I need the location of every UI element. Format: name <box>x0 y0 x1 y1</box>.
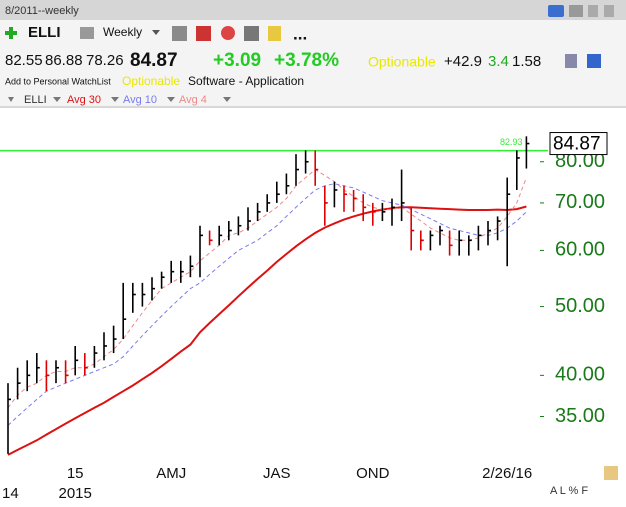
quote-change: +3.09 <box>213 50 261 71</box>
timeframe[interactable]: Weekly <box>103 25 142 39</box>
industry: Software - Application <box>188 74 304 88</box>
year-label: 14 <box>2 485 19 502</box>
last-price-label: 84.87 <box>553 134 601 155</box>
moving-average <box>7 205 527 456</box>
icon[interactable] <box>268 26 281 41</box>
quote-change-pct: +3.78% <box>274 50 339 71</box>
add-icon[interactable] <box>5 27 17 39</box>
y-tick-label: 35.00 <box>555 405 605 427</box>
legend-dropdown <box>167 97 175 102</box>
quote-low: 78.26 <box>86 52 124 69</box>
view-buttons[interactable]: A L % F <box>550 485 588 497</box>
toolbar-area <box>0 20 626 108</box>
legend-entry: Avg 4 <box>179 94 207 106</box>
legend-entry: Avg 10 <box>123 94 157 106</box>
stat: 1.58 <box>512 53 541 70</box>
moving-average <box>7 183 527 426</box>
icon[interactable] <box>80 27 94 39</box>
x-tick-label: AMJ <box>156 465 186 482</box>
icon[interactable] <box>196 26 211 41</box>
more-button[interactable]: ... <box>293 24 307 43</box>
tv-button[interactable] <box>569 5 583 17</box>
watchlist-link[interactable]: Add to Personal WatchList <box>5 76 111 86</box>
x-tick-label: 2/26/16 <box>482 465 532 482</box>
legend-dropdown <box>223 97 231 102</box>
optionable: Optionable <box>368 54 436 70</box>
draw-icon[interactable] <box>604 466 618 480</box>
save-icon[interactable] <box>587 54 601 68</box>
sv-button[interactable] <box>548 5 564 17</box>
legend-entry: Avg 30 <box>67 94 101 106</box>
y-tick-label: 60.00 <box>555 239 605 261</box>
legend: ELLI Avg 30 Avg 10 Avg 4 <box>8 94 231 106</box>
quote-open: 82.55 <box>5 52 43 69</box>
icon[interactable] <box>565 54 577 68</box>
y-tick-label: 80.00 <box>555 150 605 172</box>
optionable-tag: Optionable <box>122 74 180 88</box>
quote-last: 84.87 <box>130 50 178 71</box>
y-tick-label: 70.00 <box>555 191 605 213</box>
title-bar <box>0 0 626 20</box>
quote-high: 86.88 <box>45 52 83 69</box>
x-tick-label: OND <box>356 465 390 482</box>
stat: 3.4 <box>488 53 509 70</box>
legend-dropdown <box>53 97 61 102</box>
level-label: 82.93 <box>500 137 523 147</box>
legend-dropdown <box>111 97 119 102</box>
y-tick-label: 40.00 <box>555 364 605 386</box>
icon[interactable] <box>221 26 235 40</box>
icon[interactable] <box>172 26 187 41</box>
icon[interactable] <box>244 26 259 41</box>
last-price-box <box>549 132 608 156</box>
window-button[interactable] <box>604 5 614 17</box>
window-title: 8/2011--weekly <box>5 5 79 17</box>
y-tick-label: 50.00 <box>555 295 605 317</box>
legend-symbol: ELLI <box>24 94 47 106</box>
x-tick-label: 15 <box>67 465 84 482</box>
legend-arrow <box>8 97 14 102</box>
x-tick-label: JAS <box>263 465 291 482</box>
year-label: 2015 <box>59 485 92 502</box>
window-button[interactable] <box>588 5 598 17</box>
symbol[interactable]: ELLI <box>28 24 61 41</box>
dropdown[interactable] <box>152 30 160 35</box>
stat: +42.9 <box>444 53 482 70</box>
